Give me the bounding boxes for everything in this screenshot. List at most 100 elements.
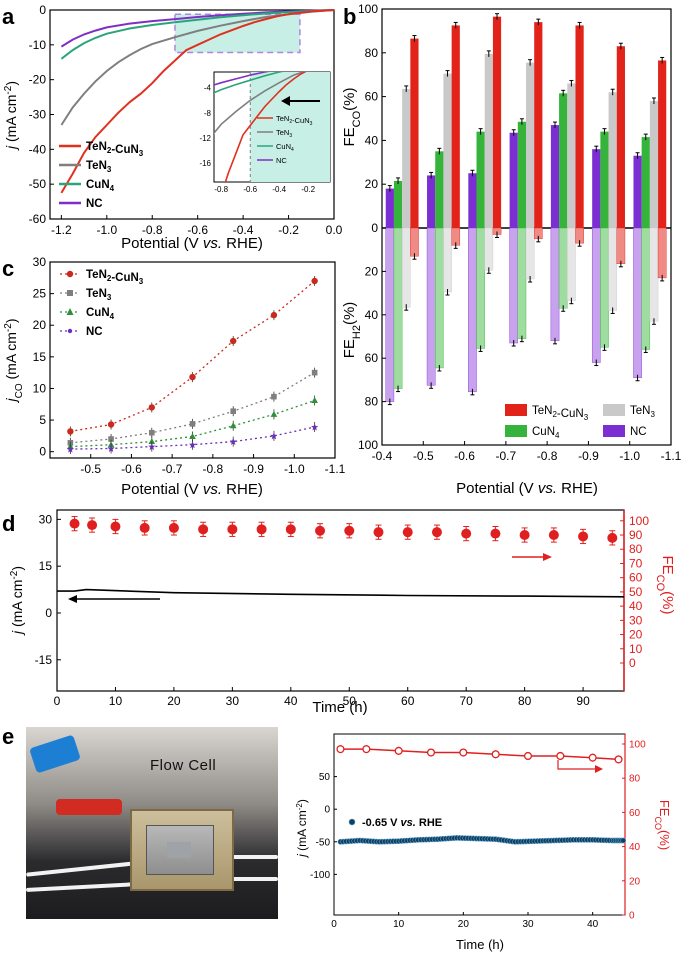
y-axis-label-d: j (mA cm-2)	[9, 566, 26, 636]
bar-fe-co	[633, 155, 642, 228]
x-tick-label-e: 30	[522, 919, 534, 930]
panel-e: 0 10 20 30 40 50 0 -50 -100 0 20 40 60 80 100 -0.65 V v…	[295, 733, 672, 952]
y-right-tick-label-e: 60	[629, 808, 641, 819]
x-tick-label-b: -0.5	[413, 449, 434, 463]
bar-fe-h2	[657, 227, 667, 279]
fe-point-d	[69, 518, 80, 529]
bar-fe-h2	[633, 227, 642, 378]
marker-c	[148, 438, 156, 445]
x-tick-label-d: 50	[343, 694, 357, 708]
y-right-tick-label-d: 30	[629, 613, 643, 627]
panel-letter-e: e	[2, 724, 14, 749]
x-tick-label-c: -0.8	[203, 462, 224, 476]
x-tick-label-d: 80	[518, 694, 532, 708]
legend-label-b: TeN2-CuN3	[532, 405, 589, 422]
inset-legend-label: TeN3	[276, 128, 292, 139]
bar-fe-co	[526, 62, 535, 228]
y-right-tick-label-e: 100	[629, 740, 646, 751]
bar-fe-co	[550, 125, 560, 228]
bar-fe-h2	[517, 227, 527, 339]
inset-highlight	[250, 72, 330, 182]
bar-fe-h2	[476, 227, 485, 349]
y-tick-label-a: 0	[39, 3, 46, 17]
y-axis-label-e: j (mA cm-2)	[295, 799, 310, 859]
inset-x-tick-label: -0.8	[214, 185, 228, 194]
tube	[26, 882, 139, 892]
inset-legend-label: TeN2-CuN3	[276, 114, 313, 127]
fe-point-e	[362, 745, 371, 754]
bar-fe-co	[492, 16, 502, 229]
plot-frame-b	[381, 8, 672, 446]
x-axis-label-b: Potential (V vs. RHE)	[456, 480, 598, 497]
y-tick-label-a: -30	[29, 108, 47, 122]
tube	[222, 855, 278, 859]
x-tick-label-c: -1.1	[325, 462, 346, 476]
fe-point-d	[402, 527, 413, 538]
bar-fe-co	[410, 38, 419, 228]
bar-fe-co	[658, 60, 667, 229]
blue-clip	[29, 734, 81, 774]
legend-marker-c	[67, 328, 73, 334]
panel-a: -1.2 -1.0 -0.8 -0.6 -0.4 -0.2 0.0 0 -10 -20 -30 -40…	[3, 3, 343, 252]
y-tick-label-c: 20	[33, 318, 47, 332]
panel-c: -0.5 -0.6 -0.7 -0.8 -0.9 -1.0 -1.1 0 5 10 15 20 25 30…	[3, 255, 346, 498]
y-axis-label-b-bottom: FEH2(%)	[341, 302, 363, 359]
x-tick-label-d: 40	[284, 694, 298, 708]
marker-c	[230, 408, 237, 415]
x-axis-label-c: Potential (V vs. RHE)	[121, 481, 263, 498]
fit-line-c	[70, 280, 316, 433]
y-tick-label-c: 15	[33, 350, 47, 364]
x-tick-label-d: 90	[576, 694, 590, 708]
y-right-tick-label-e: 40	[629, 842, 641, 853]
y-right-tick-label-d: 40	[629, 599, 643, 613]
bar-fe-h2	[393, 227, 403, 389]
x-axis-label-d: Time (h)	[312, 699, 367, 716]
bar-fe-h2	[484, 227, 494, 271]
bar-fe-co	[592, 149, 601, 228]
bar-fe-h2	[426, 227, 436, 386]
legend-swatch-b	[505, 425, 527, 437]
x-tick-label-b: -0.9	[578, 449, 599, 463]
red-clip	[56, 799, 122, 815]
x-tick-label-a: -0.4	[233, 223, 254, 237]
marker-c	[230, 337, 237, 345]
fe-point-d	[168, 522, 179, 533]
x-tick-label-e: 40	[587, 919, 599, 930]
x-tick-label-a: -0.6	[187, 223, 208, 237]
marker-c	[271, 393, 277, 400]
x-tick-label-c: -0.5	[80, 462, 101, 476]
marker-c	[189, 421, 196, 427]
y-tick-label-b: 100	[358, 2, 378, 16]
panel-letter-a: a	[2, 4, 15, 29]
x-tick-label-b: -0.7	[496, 449, 517, 463]
x-tick-label-c: -0.6	[121, 462, 142, 476]
y-tick-label-d: -15	[35, 653, 53, 667]
annotation-e: -0.65 V vs. RHE	[362, 817, 442, 829]
fe-point-e	[614, 755, 623, 764]
fe-point-d	[139, 522, 150, 533]
fe-point-d	[519, 530, 530, 541]
fe-line-e	[340, 748, 619, 761]
legend-swatch-b	[603, 425, 625, 437]
panel-b: -0.4 -0.5 -0.6 -0.7 -0.8 -0.9 -1.0 -1.1 100 80 60 4…	[341, 2, 682, 497]
y-tick-label-d: 30	[39, 512, 53, 526]
fe-point-d	[431, 527, 442, 538]
y-right-tick-label-e: 80	[629, 774, 641, 785]
x-tick-label-b: -1.0	[619, 449, 640, 463]
y-right-tick-label-d: 50	[629, 585, 643, 599]
y-tick-label-b: 80	[365, 395, 379, 409]
bar-fe-h2	[410, 227, 419, 257]
fe-point-e	[523, 751, 533, 761]
bar-fe-co	[649, 100, 659, 228]
fe-point-d	[256, 524, 267, 535]
marker-c	[67, 428, 74, 435]
legend-swatch-b	[603, 404, 625, 416]
fe-point-e	[459, 748, 468, 757]
fe-point-e	[556, 751, 565, 761]
bar-fe-h2	[616, 227, 626, 265]
arrowhead-right-d	[543, 553, 552, 561]
bar-fe-h2	[567, 227, 576, 301]
inset-x-tick-label: -0.4	[272, 185, 286, 194]
fe-point-e	[426, 748, 436, 757]
bar-fe-co	[435, 151, 444, 228]
